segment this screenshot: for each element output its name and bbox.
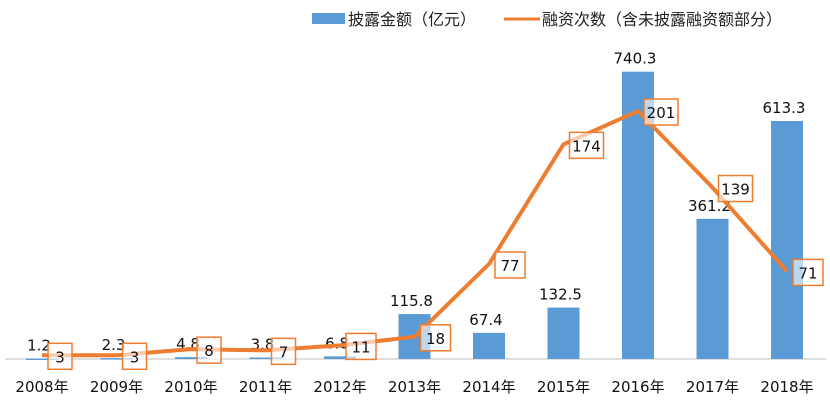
- line-data-label: 7: [279, 343, 289, 361]
- x-tick-label: 2010年: [164, 378, 217, 396]
- line-data-label-box: [568, 131, 605, 160]
- bar-data-label: 1.2: [27, 337, 51, 355]
- bar: [473, 332, 505, 359]
- x-tick-label: 2008年: [15, 378, 68, 396]
- x-tick-label: 2015年: [537, 378, 590, 396]
- bar-data-label: 67.4: [469, 311, 502, 329]
- bar: [324, 356, 356, 359]
- x-tick-label: 2018年: [760, 378, 813, 396]
- line-data-label-box: [643, 98, 679, 126]
- line-data-label-box: [270, 337, 297, 366]
- line-data-label-box: [47, 342, 73, 371]
- line-data-label-box: [494, 251, 526, 279]
- line-data-label-box: [419, 324, 452, 352]
- bar: [696, 218, 729, 359]
- x-tick-label: 2012年: [313, 378, 366, 396]
- line-data-label: 18: [426, 330, 445, 348]
- bar-data-label: 115.8: [390, 292, 433, 310]
- line-data-label-box: [792, 258, 824, 287]
- bar: [547, 307, 580, 359]
- line-data-label-box: [196, 336, 222, 364]
- x-tick-label: 2009年: [90, 378, 143, 396]
- bar: [771, 120, 803, 359]
- bar-data-label: 2.3: [102, 336, 126, 354]
- bar: [249, 357, 282, 360]
- bar: [26, 358, 58, 361]
- x-tick-label: 2014年: [462, 378, 515, 396]
- line-data-label: 139: [721, 181, 750, 199]
- line-data-label-box: [121, 342, 148, 371]
- line-data-label: 8: [204, 342, 214, 360]
- legend: 披露金额（亿元） 融资次数（含未披露融资额部分）: [312, 10, 782, 29]
- line-data-label: 71: [798, 264, 817, 282]
- bar-data-label: 740.3: [614, 50, 657, 68]
- line-data-label: 3: [130, 348, 140, 366]
- line-data-label: 77: [500, 257, 519, 275]
- legend-label-line: 融资次数（含未披露融资额部分）: [542, 10, 782, 29]
- line-data-label: 3: [55, 348, 65, 366]
- line-data-label-box: [717, 174, 754, 203]
- line-data-label: 201: [647, 104, 676, 122]
- x-tick-label: 2013年: [388, 378, 441, 396]
- line-data-label: 174: [572, 137, 601, 155]
- x-tick-label: 2017年: [686, 378, 739, 396]
- line-data-label: 11: [351, 338, 370, 356]
- x-tick-label: 2011年: [239, 378, 292, 396]
- bar-data-label: 613.3: [763, 99, 806, 117]
- line-series: [42, 109, 789, 358]
- legend-label-bar: 披露金额（亿元）: [348, 10, 476, 29]
- bar: [100, 358, 133, 360]
- bar: [175, 357, 207, 359]
- line-data-label-box: [345, 332, 377, 361]
- bar-data-label: 132.5: [539, 286, 582, 304]
- legend-swatch-bar: [312, 13, 345, 24]
- x-tick-label: 2016年: [611, 378, 664, 396]
